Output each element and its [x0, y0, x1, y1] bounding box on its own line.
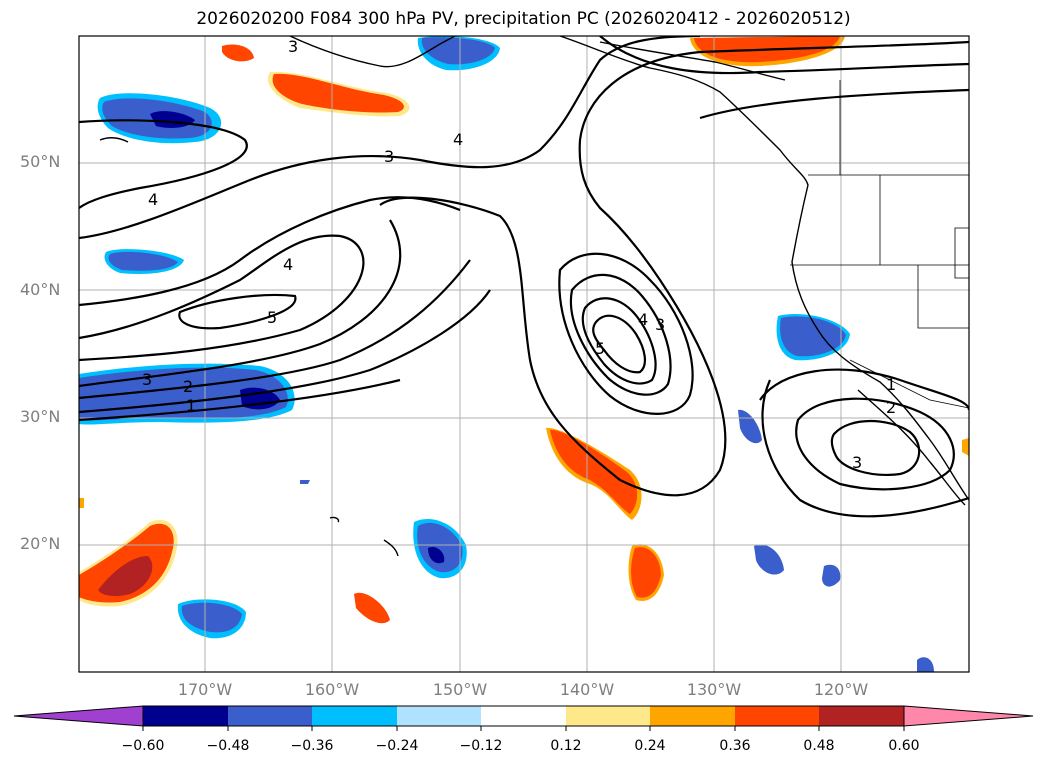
- coastlines: [99, 36, 969, 557]
- precip-patch: [428, 546, 445, 564]
- precip-patch: [98, 556, 153, 597]
- colorbar-segment: [397, 706, 481, 726]
- colorbar-segment: [819, 706, 904, 726]
- precip-patch: [272, 73, 404, 113]
- contour-label: 5: [267, 308, 277, 327]
- colorbar-segment: [228, 706, 312, 726]
- lat-label-20n: 20°N: [20, 534, 61, 553]
- lon-label-120w: 120°W: [813, 680, 869, 699]
- colorbar-label: −0.24: [375, 738, 419, 754]
- precip-patch: [417, 522, 463, 573]
- contour-label: 2: [183, 377, 193, 396]
- precip-patch: [300, 480, 310, 484]
- colorbar-frame: [142, 705, 905, 727]
- lon-label-130w: 130°W: [686, 680, 742, 699]
- colorbar-segment: [735, 706, 819, 726]
- colorbar-segment: [650, 706, 735, 726]
- contour-label: 4: [638, 310, 648, 329]
- lat-label-30n: 30°N: [20, 407, 61, 426]
- contour-label: 1: [186, 396, 196, 415]
- precip-patch: [631, 547, 661, 598]
- lon-label-170w: 170°W: [177, 680, 233, 699]
- contour-label: 4: [453, 130, 463, 149]
- colorbar: [13, 705, 1034, 731]
- colorbar-label: 0.12: [550, 738, 582, 754]
- precip-patch: [108, 251, 178, 271]
- colorbar-label: −0.36: [290, 738, 334, 754]
- contour-label: 3: [384, 147, 394, 166]
- contour-label: 1: [886, 375, 896, 394]
- colorbar-label: −0.12: [459, 738, 503, 754]
- precip-patch: [780, 316, 846, 357]
- colorbar-segment: [481, 706, 566, 726]
- colorbar-segment: [312, 706, 397, 726]
- precip-patch: [822, 564, 841, 587]
- contour-label: 3: [655, 315, 665, 334]
- map-frame: [78, 35, 970, 673]
- contour-label: 5: [595, 339, 605, 358]
- colorbar-label: 0.24: [634, 738, 666, 754]
- contour-label: 4: [283, 255, 293, 274]
- precip-patch: [754, 544, 784, 575]
- precip-patch: [222, 44, 254, 62]
- precip-patch: [917, 657, 934, 672]
- lat-label-40n: 40°N: [20, 280, 61, 299]
- colorbar-label: 0.60: [888, 738, 920, 754]
- graticule: [79, 36, 969, 672]
- precip-patch: [79, 498, 84, 508]
- contour-label-group: 3 4 3 4 4 5 3 2 1 4 3 5 2 3 1: [142, 37, 896, 472]
- contour-label: 4: [148, 190, 158, 209]
- colorbar-label: 0.36: [719, 738, 751, 754]
- lon-label-160w: 160°W: [304, 680, 360, 699]
- colorbar-label: −0.48: [206, 738, 250, 754]
- precip-patch: [962, 438, 969, 456]
- contour-label: 3: [142, 370, 152, 389]
- colorbar-label: 0.48: [803, 738, 835, 754]
- precip-patch: [550, 429, 638, 514]
- colorbar-max-extend: [903, 705, 1034, 727]
- colorbar-label: −0.60: [121, 738, 165, 754]
- map-title: 2026020200 F084 300 hPa PV, precipitatio…: [196, 9, 851, 29]
- pv-contours: [79, 36, 969, 518]
- lon-label-140w: 140°W: [559, 680, 615, 699]
- contour-label: 3: [852, 453, 862, 472]
- precip-patch: [79, 523, 174, 603]
- contour-label: 2: [886, 398, 896, 417]
- colorbar-min-extend: [13, 705, 144, 727]
- lon-label-150w: 150°W: [432, 680, 488, 699]
- lat-label-50n: 50°N: [20, 152, 61, 171]
- colorbar-segment: [566, 706, 650, 726]
- precip-patch: [181, 602, 242, 633]
- contour-label: 3: [288, 37, 298, 56]
- colorbar-segment: [143, 706, 228, 726]
- precip-patch: [354, 592, 390, 624]
